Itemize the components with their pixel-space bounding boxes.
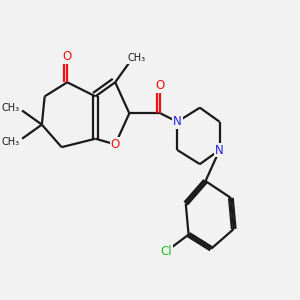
- Text: CH₃: CH₃: [1, 103, 19, 113]
- Text: O: O: [63, 50, 72, 63]
- Text: Cl: Cl: [160, 245, 172, 258]
- Text: CH₃: CH₃: [127, 53, 146, 63]
- Text: O: O: [156, 79, 165, 92]
- Text: N: N: [215, 143, 224, 157]
- Text: CH₃: CH₃: [1, 136, 19, 146]
- Text: O: O: [111, 138, 120, 151]
- Text: N: N: [173, 115, 182, 128]
